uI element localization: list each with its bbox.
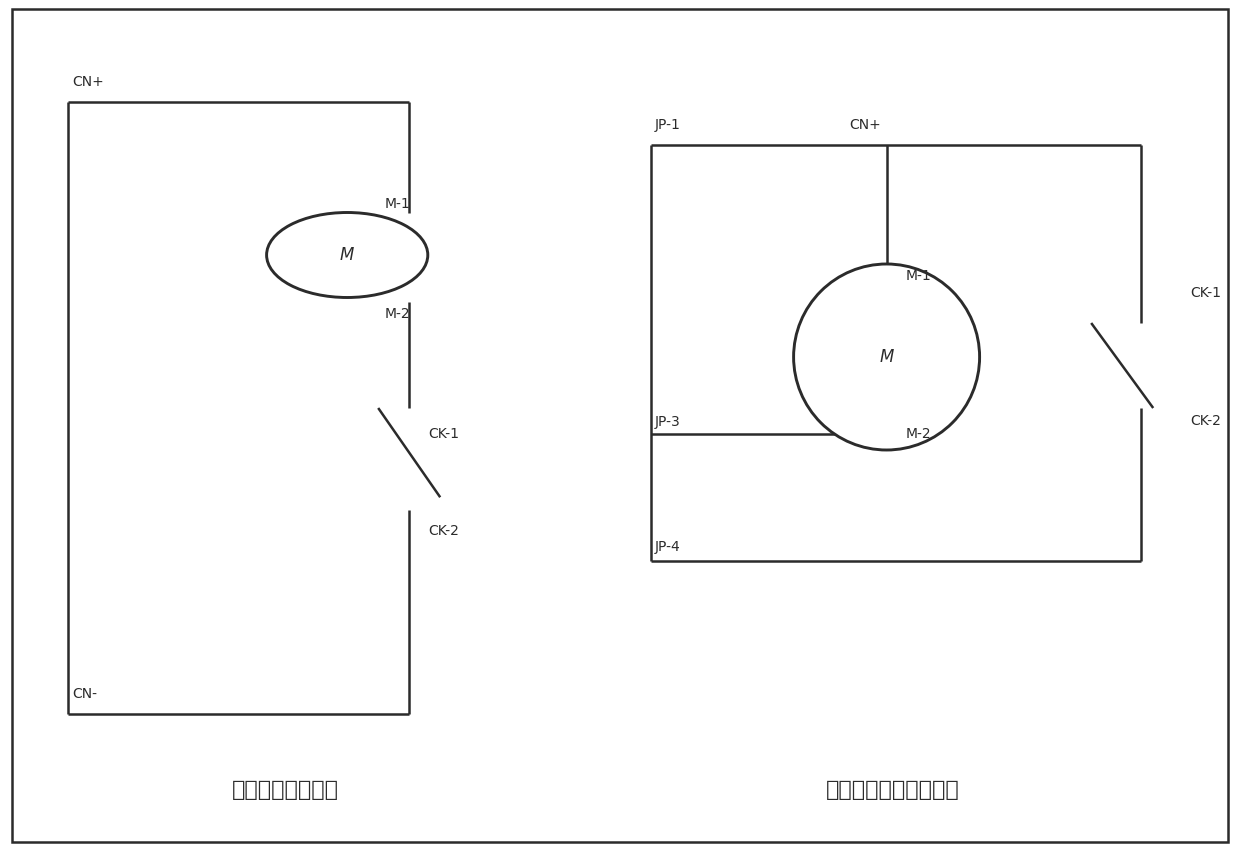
Text: JP-4: JP-4 [655,541,681,554]
Text: CK-2: CK-2 [1190,414,1221,428]
Text: CN+: CN+ [849,118,882,132]
Text: CN+: CN+ [72,76,104,89]
Text: CN-: CN- [72,688,97,701]
Text: M-1: M-1 [905,269,931,283]
Ellipse shape [794,264,980,450]
Text: M-1: M-1 [384,197,410,211]
Text: M-2: M-2 [905,427,931,440]
Ellipse shape [267,212,428,298]
Text: 原断路器内部接线: 原断路器内部接线 [232,780,339,801]
Text: M: M [879,348,894,366]
Text: JP-1: JP-1 [655,118,681,132]
Text: M-2: M-2 [384,308,410,321]
Text: CK-1: CK-1 [1190,286,1221,300]
Text: CK-2: CK-2 [428,524,459,538]
Text: CK-1: CK-1 [428,427,459,440]
Text: 变更后断路器内部接线: 变更后断路器内部接线 [826,780,960,801]
Text: JP-3: JP-3 [655,416,681,429]
Text: M: M [340,246,355,264]
